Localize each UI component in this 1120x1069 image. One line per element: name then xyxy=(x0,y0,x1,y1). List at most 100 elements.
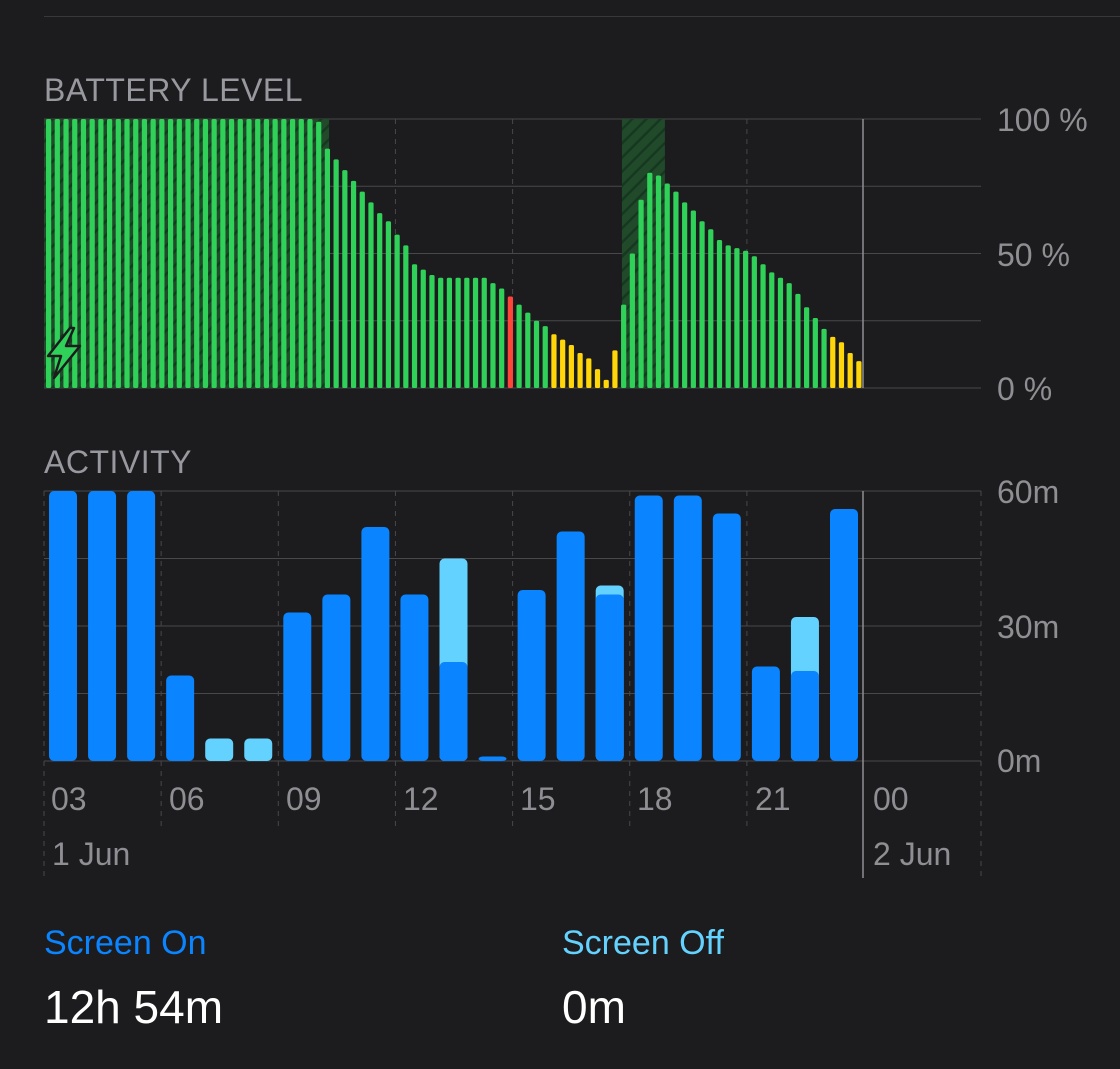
battery-bar xyxy=(490,283,496,388)
screen-on-value: 12h 54m xyxy=(44,981,224,1033)
activity-bar-screen-on xyxy=(322,594,351,761)
battery-bar xyxy=(446,277,452,388)
battery-bar xyxy=(560,339,566,388)
battery-bar xyxy=(655,175,662,388)
activity-bar-screen-off xyxy=(205,738,234,761)
battery-bar xyxy=(533,320,540,388)
x-tick-label: 03 xyxy=(51,781,87,817)
battery-bar xyxy=(586,358,592,388)
battery-bar xyxy=(838,342,845,388)
activity-bar-screen-on xyxy=(439,662,468,761)
activity-bar-screen-on xyxy=(517,590,546,761)
activity-bar-screen-on xyxy=(49,491,77,761)
activity-bars xyxy=(49,491,858,761)
activity-y-label-0: 0m xyxy=(997,743,1041,779)
battery-bar xyxy=(751,256,757,388)
battery-bar xyxy=(455,277,461,388)
battery-bar xyxy=(760,264,766,388)
battery-bar xyxy=(647,172,653,388)
x-axis: 03 06 09 12 15 18 21 00 1 Jun 2 Jun xyxy=(51,781,951,872)
battery-y-label-100: 100 % xyxy=(997,102,1088,138)
battery-bar xyxy=(708,229,714,388)
date-label-end: 2 Jun xyxy=(873,836,951,872)
battery-bar xyxy=(699,221,705,388)
battery-bar xyxy=(333,159,339,388)
date-label-start: 1 Jun xyxy=(52,836,130,872)
x-tick-label: 12 xyxy=(403,781,439,817)
screen-on-label: Screen On xyxy=(44,924,207,962)
activity-bar-screen-on xyxy=(673,495,702,761)
battery-bar xyxy=(821,328,827,388)
battery-bar xyxy=(298,119,304,388)
activity-bar-screen-on xyxy=(751,666,780,761)
battery-bar xyxy=(629,253,635,388)
battery-bar xyxy=(202,119,209,388)
activity-bar-screen-on xyxy=(556,531,585,761)
battery-bar xyxy=(359,191,365,388)
battery-bar xyxy=(542,326,548,388)
battery-bar xyxy=(673,191,679,388)
battery-bar xyxy=(377,213,383,388)
activity-bar-screen-on xyxy=(88,491,117,761)
battery-bar xyxy=(690,210,696,388)
activity-bar-screen-on xyxy=(400,594,429,761)
screen-off-label: Screen Off xyxy=(562,924,724,962)
battery-bar xyxy=(281,119,287,388)
battery-y-label-0: 0 % xyxy=(997,371,1052,407)
battery-bar xyxy=(133,119,139,388)
battery-bar xyxy=(46,119,52,388)
battery-bar xyxy=(307,119,313,388)
activity-bar-screen-on xyxy=(127,491,156,761)
battery-bar xyxy=(612,350,618,388)
activity-y-label-30: 30m xyxy=(997,609,1059,645)
x-tick-label: 09 xyxy=(286,781,322,817)
charging-bolt-icon xyxy=(46,326,82,380)
battery-bar xyxy=(368,202,374,388)
battery-bar xyxy=(594,369,601,388)
battery-bar xyxy=(220,119,226,388)
battery-bar xyxy=(577,353,583,388)
battery-bar xyxy=(176,119,182,388)
screen-off-value: 0m xyxy=(562,981,626,1033)
battery-bar xyxy=(98,119,104,388)
battery-bar xyxy=(621,304,627,388)
battery-bar xyxy=(516,304,522,388)
x-tick-label: 06 xyxy=(169,781,205,817)
activity-bar-screen-on xyxy=(478,756,507,761)
x-tick-label: 18 xyxy=(637,781,673,817)
battery-activity-charts: 100 % 50 % 0 % 60m 30m 0m 03 06 09 12 15… xyxy=(43,102,1088,878)
activity-bar-screen-on xyxy=(790,671,819,761)
battery-bar xyxy=(743,250,749,388)
battery-bar xyxy=(106,119,113,388)
activity-bar-screen-on xyxy=(712,513,741,761)
battery-bar xyxy=(316,121,322,388)
battery-bar xyxy=(464,277,470,388)
battery-bar xyxy=(272,119,278,388)
battery-bar xyxy=(124,119,130,388)
battery-bar xyxy=(725,245,731,388)
activity-bar-screen-on xyxy=(595,594,624,761)
battery-bar xyxy=(385,221,392,388)
battery-bar xyxy=(429,275,435,388)
battery-bar xyxy=(481,277,487,388)
battery-bar xyxy=(507,296,513,388)
activity-bar-screen-on xyxy=(830,509,858,761)
battery-bar xyxy=(420,269,426,388)
activity-y-label-60: 60m xyxy=(997,474,1059,510)
activity-title: ACTIVITY xyxy=(44,444,193,480)
battery-bar xyxy=(638,199,644,388)
battery-bar xyxy=(812,318,818,388)
battery-bar xyxy=(63,119,69,388)
battery-bar xyxy=(847,353,853,388)
battery-bar xyxy=(525,312,531,388)
activity-bar-screen-on xyxy=(361,527,390,761)
battery-bar xyxy=(185,119,191,388)
battery-bar xyxy=(795,293,801,388)
battery-bar xyxy=(682,202,688,388)
activity-bar-screen-on xyxy=(166,675,195,761)
battery-bar xyxy=(438,277,444,388)
battery-bar xyxy=(394,234,400,388)
activity-grid xyxy=(43,490,982,878)
activity-bar-screen-on xyxy=(283,612,312,761)
battery-bar xyxy=(777,277,784,388)
